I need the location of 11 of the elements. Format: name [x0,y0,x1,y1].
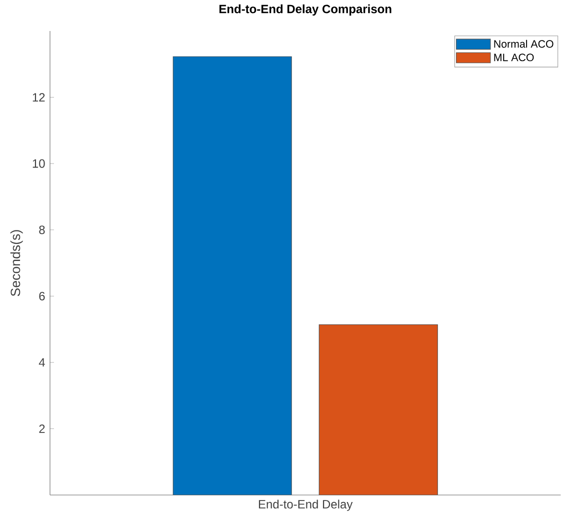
legend-label: Normal ACO [494,40,554,48]
y-tick-label: 8 [39,226,45,234]
chart-title: End-to-End Delay Comparison [219,4,392,16]
y-tick-label: 6 [39,292,45,300]
y-tick-label: 10 [32,159,45,168]
legend-label: ML ACO [494,54,534,62]
y-tick-label: 4 [38,358,45,367]
y-axis-title: Seconds(s) [10,230,23,296]
y-tick-label: 2 [39,424,45,433]
y-tick-label: 12 [32,93,45,102]
x-tick-label: End-to-End Delay [258,500,353,511]
